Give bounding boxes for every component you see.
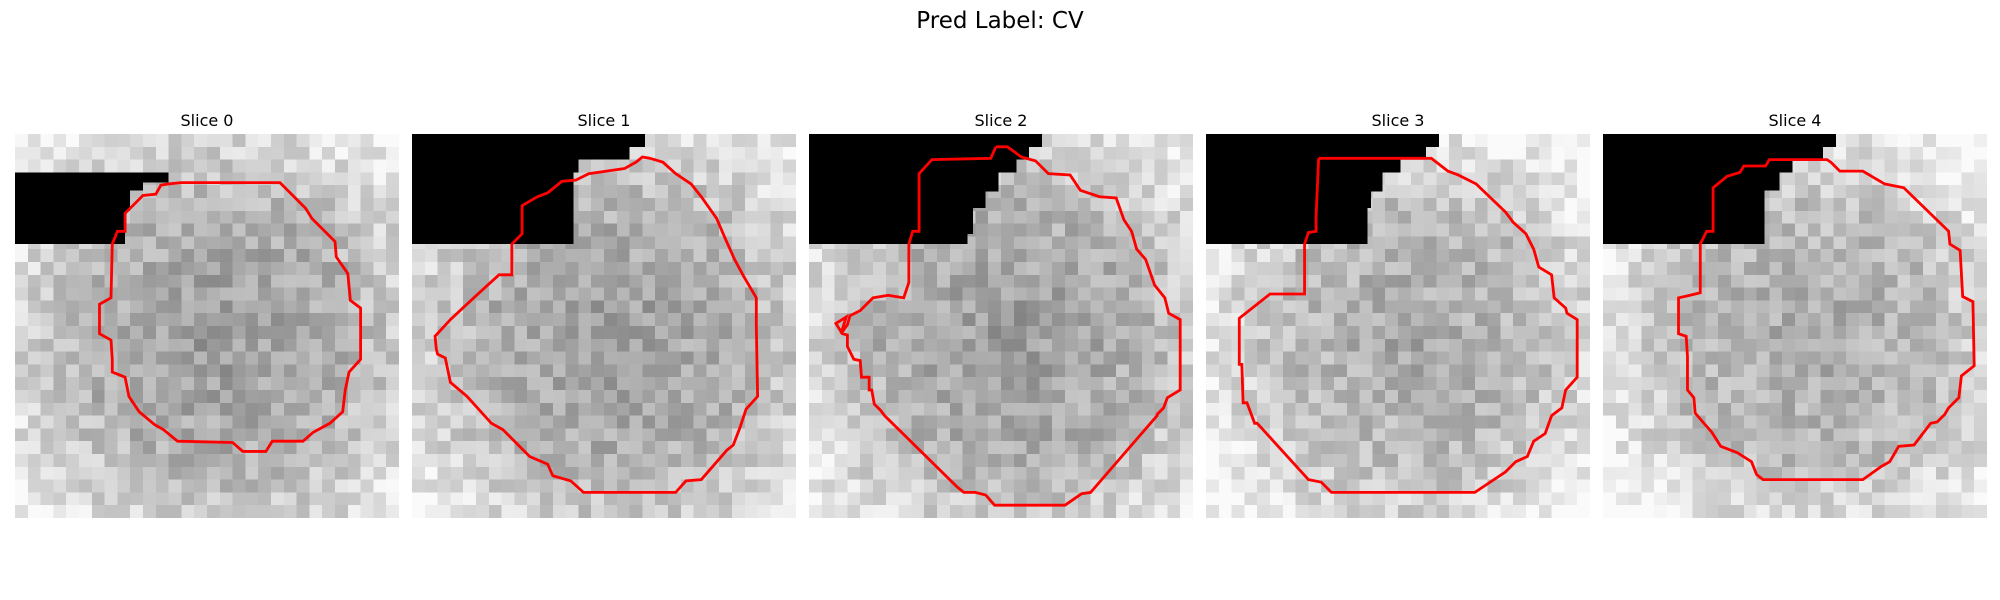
slice-title-3: Slice 3 bbox=[1371, 111, 1425, 130]
tumor-contour bbox=[98, 181, 363, 453]
mask-region bbox=[1206, 134, 1439, 245]
mask-region bbox=[1603, 134, 1836, 245]
tumor-contour bbox=[833, 145, 1182, 507]
slice-panel-2: Slice 2 bbox=[809, 110, 1193, 518]
slice-title-4: Slice 4 bbox=[1768, 111, 1822, 130]
slice-panel-0: Slice 0 bbox=[15, 110, 399, 518]
grayscale-pixels bbox=[1206, 134, 1590, 518]
figure-title: Pred Label: CV bbox=[916, 8, 1084, 34]
mask-region bbox=[412, 134, 645, 245]
slice-panel-1: Slice 1 bbox=[412, 110, 796, 518]
mask-region bbox=[15, 134, 246, 245]
tumor-contour bbox=[433, 155, 760, 494]
slice-image-4 bbox=[1603, 134, 1987, 518]
slice-title-0: Slice 0 bbox=[180, 111, 234, 130]
slice-title-1: Slice 1 bbox=[577, 111, 631, 130]
tumor-contour bbox=[1677, 158, 1976, 482]
slice-image-1 bbox=[412, 134, 796, 518]
slice-panel-3: Slice 3 bbox=[1206, 110, 1590, 518]
mask-region bbox=[809, 134, 1042, 245]
tumor-contour bbox=[1237, 156, 1579, 494]
slice-image-2 bbox=[809, 134, 1193, 518]
slice-panel-4: Slice 4 bbox=[1603, 110, 1987, 518]
slice-image-3 bbox=[1206, 134, 1590, 518]
slice-image-0 bbox=[15, 134, 399, 518]
slice-title-2: Slice 2 bbox=[974, 111, 1028, 130]
